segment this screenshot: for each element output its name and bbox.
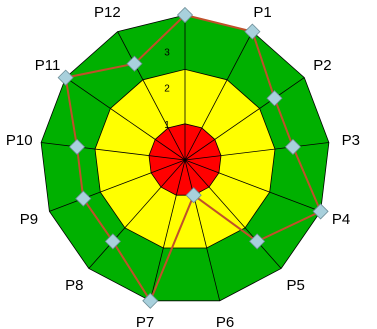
marker-p10 [68,138,86,155]
label-p3: P3 [342,132,360,149]
spoke-p7 [149,159,186,301]
label-p5: P5 [287,277,305,294]
spoke-p12 [117,31,186,161]
label-p2: P2 [313,57,331,74]
label-p10: P10 [6,132,33,149]
marker-p5 [249,233,266,250]
label-p1: P1 [253,4,271,21]
spoke-p5 [184,159,282,269]
label-p12: P12 [94,4,121,21]
category-labels: P1 P2 P3 P4 P5 P6 P7 P8 P9 P10 P11 P12 P13 [6,0,360,329]
spoke-p8 [88,159,186,269]
spoke-p2 [184,77,305,161]
spoke-p10 [41,142,186,161]
spoke-p11 [65,77,186,161]
marker-p11 [57,69,74,86]
marker-p9 [75,190,92,207]
radar-series [57,6,329,309]
radar-grid [41,15,329,301]
label-p6: P6 [216,314,234,329]
marker-p7 [142,292,159,309]
label-p9: P9 [20,211,38,228]
marker-p1 [244,23,261,40]
label-p7: P7 [136,314,154,329]
tick-label-2: 2 [164,84,170,95]
marker-p4 [312,203,329,220]
spoke-p1 [184,31,253,161]
spoke-p3 [184,142,329,161]
tick-label-3: 3 [164,47,170,58]
label-p8: P8 [65,277,83,294]
marker-p13 [176,6,194,24]
spoke-p4 [184,159,321,212]
label-p11: P11 [35,57,61,74]
series-line [64,13,322,303]
label-p4: P4 [332,211,350,228]
spoke-p6 [184,159,221,301]
marker-p8 [104,233,121,250]
spoke-p9 [49,159,186,212]
marker-p3 [284,138,302,155]
label-p13: P13 [172,0,199,2]
radial-tick-labels: 1 2 3 [164,47,170,131]
marker-p12 [126,55,143,72]
tick-label-1: 1 [164,120,170,131]
marker-p2 [266,90,283,107]
marker-p6 [185,187,202,204]
